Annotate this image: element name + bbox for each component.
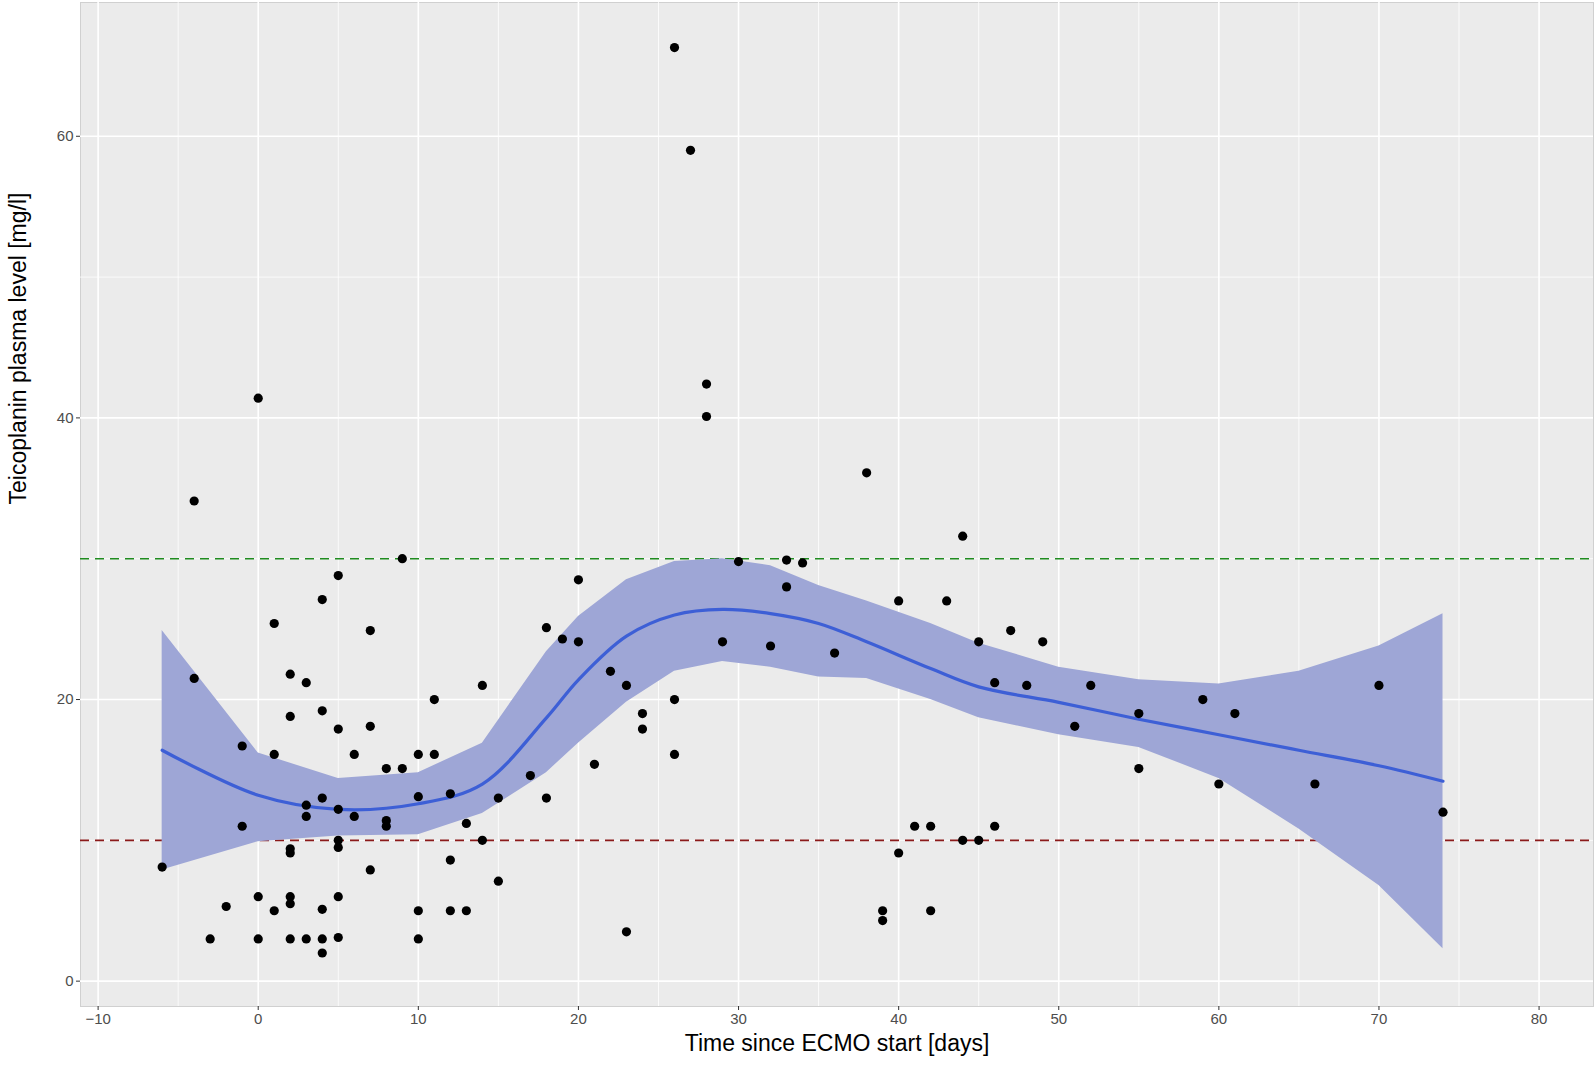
svg-text:Teicoplanin plasma level [mg/l: Teicoplanin plasma level [mg/l] (5, 193, 31, 505)
svg-text:20: 20 (570, 1010, 587, 1027)
svg-text:20: 20 (57, 690, 74, 707)
svg-text:−10: −10 (85, 1010, 110, 1027)
svg-text:40: 40 (57, 409, 74, 426)
svg-text:60: 60 (1211, 1010, 1228, 1027)
svg-text:60: 60 (57, 127, 74, 144)
svg-text:10: 10 (410, 1010, 427, 1027)
svg-text:80: 80 (1531, 1010, 1548, 1027)
svg-text:0: 0 (65, 972, 73, 989)
svg-text:Time since ECMO start [days]: Time since ECMO start [days] (685, 1030, 990, 1056)
svg-text:50: 50 (1050, 1010, 1067, 1027)
svg-text:40: 40 (890, 1010, 907, 1027)
svg-text:30: 30 (730, 1010, 747, 1027)
svg-text:0: 0 (254, 1010, 262, 1027)
svg-text:70: 70 (1371, 1010, 1388, 1027)
